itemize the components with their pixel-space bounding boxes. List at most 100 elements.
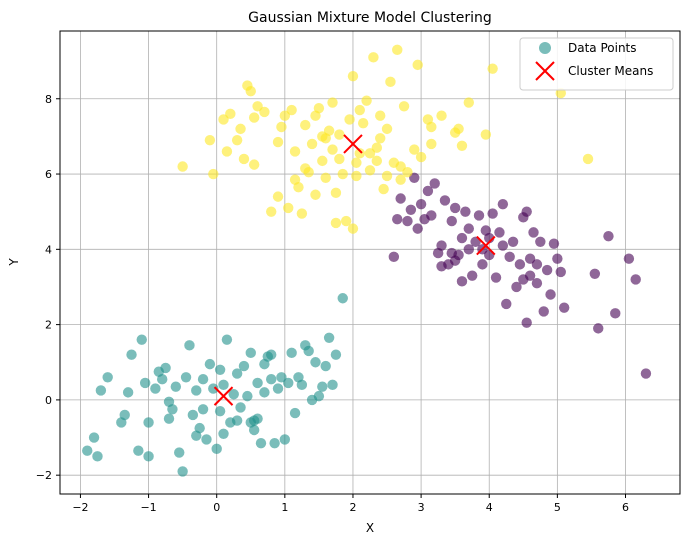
data-point bbox=[296, 379, 308, 391]
data-point bbox=[238, 153, 250, 165]
data-point bbox=[283, 202, 294, 214]
data-point bbox=[201, 434, 212, 445]
y-axis: −2 0 2 4 6 8 bbox=[36, 93, 60, 482]
y-axis-label: Y bbox=[7, 258, 21, 267]
x-tick-label: 2 bbox=[349, 501, 356, 514]
data-point bbox=[545, 289, 556, 300]
data-point bbox=[334, 129, 345, 140]
data-point bbox=[610, 308, 621, 319]
data-point bbox=[252, 377, 263, 389]
data-point bbox=[521, 206, 532, 217]
y-tick-label: 8 bbox=[45, 93, 52, 106]
data-point bbox=[392, 214, 403, 225]
data-point bbox=[82, 445, 93, 456]
data-point bbox=[439, 195, 451, 206]
data-point bbox=[225, 108, 236, 120]
plot-frame bbox=[59, 30, 681, 495]
x-axis: −2 −1 0 1 2 3 4 5 6 bbox=[72, 494, 629, 514]
x-tick-label: 6 bbox=[622, 501, 629, 514]
data-point bbox=[490, 272, 502, 283]
data-point bbox=[204, 134, 216, 146]
data-point bbox=[351, 157, 362, 168]
data-point bbox=[143, 451, 154, 462]
cluster-mean-marker bbox=[213, 386, 234, 406]
data-point bbox=[177, 161, 188, 172]
data-point bbox=[555, 87, 566, 99]
data-point bbox=[272, 136, 284, 148]
data-point bbox=[221, 146, 233, 157]
data-point bbox=[412, 59, 423, 71]
data-points bbox=[82, 44, 652, 477]
data-point bbox=[375, 110, 386, 121]
data-point bbox=[511, 281, 522, 293]
data-point bbox=[497, 240, 509, 251]
data-point bbox=[231, 368, 243, 379]
data-point bbox=[248, 112, 260, 123]
data-point bbox=[364, 148, 376, 159]
data-point bbox=[187, 409, 199, 421]
data-point bbox=[242, 390, 253, 402]
data-point bbox=[402, 215, 413, 227]
data-point bbox=[259, 358, 270, 370]
data-point bbox=[317, 155, 328, 167]
data-point bbox=[235, 123, 246, 135]
data-point bbox=[177, 466, 188, 477]
data-point bbox=[266, 373, 277, 385]
data-point bbox=[388, 251, 400, 263]
data-point bbox=[320, 172, 331, 184]
legend-cluster-means-label: Cluster Means bbox=[568, 64, 653, 78]
data-point bbox=[593, 323, 604, 334]
data-point bbox=[487, 208, 498, 219]
data-point bbox=[340, 215, 352, 227]
data-point bbox=[623, 253, 635, 264]
data-point bbox=[531, 278, 543, 289]
data-point bbox=[228, 389, 239, 400]
legend-data-points-label: Data Points bbox=[568, 41, 637, 55]
data-point bbox=[436, 110, 447, 121]
data-point bbox=[208, 383, 219, 394]
data-point bbox=[255, 437, 267, 449]
data-point bbox=[269, 437, 280, 449]
data-point bbox=[426, 210, 437, 221]
data-point bbox=[538, 306, 549, 317]
x-tick-label: 5 bbox=[554, 501, 561, 514]
data-point bbox=[235, 402, 246, 413]
data-point bbox=[398, 101, 410, 112]
data-point bbox=[327, 144, 338, 155]
data-point bbox=[231, 415, 243, 426]
data-point bbox=[289, 146, 301, 157]
data-point bbox=[347, 70, 359, 82]
data-point bbox=[514, 259, 526, 270]
data-point bbox=[528, 227, 539, 238]
data-point bbox=[603, 230, 614, 242]
data-point bbox=[266, 349, 277, 360]
x-tick-label: 0 bbox=[213, 501, 220, 514]
data-point bbox=[153, 366, 164, 377]
data-point bbox=[320, 360, 331, 372]
data-point bbox=[395, 174, 406, 185]
data-point bbox=[88, 432, 100, 443]
y-tick-label: 2 bbox=[45, 319, 52, 332]
cluster-mean-marker bbox=[476, 235, 496, 256]
data-point bbox=[289, 407, 301, 419]
data-point bbox=[150, 383, 161, 394]
data-point bbox=[283, 377, 294, 389]
data-point bbox=[286, 104, 297, 116]
data-point bbox=[276, 121, 287, 133]
data-point bbox=[133, 445, 144, 456]
data-point bbox=[463, 244, 474, 255]
data-point bbox=[412, 223, 423, 234]
data-point bbox=[415, 151, 427, 163]
data-point bbox=[501, 298, 512, 310]
data-point bbox=[494, 227, 505, 238]
data-point bbox=[174, 447, 185, 458]
data-point bbox=[231, 134, 243, 146]
y-tick-label: 4 bbox=[45, 243, 52, 256]
data-point bbox=[167, 404, 178, 415]
data-point bbox=[375, 133, 386, 144]
data-point bbox=[289, 174, 301, 185]
data-point bbox=[473, 210, 485, 221]
data-point bbox=[191, 430, 202, 441]
data-point bbox=[327, 97, 338, 108]
